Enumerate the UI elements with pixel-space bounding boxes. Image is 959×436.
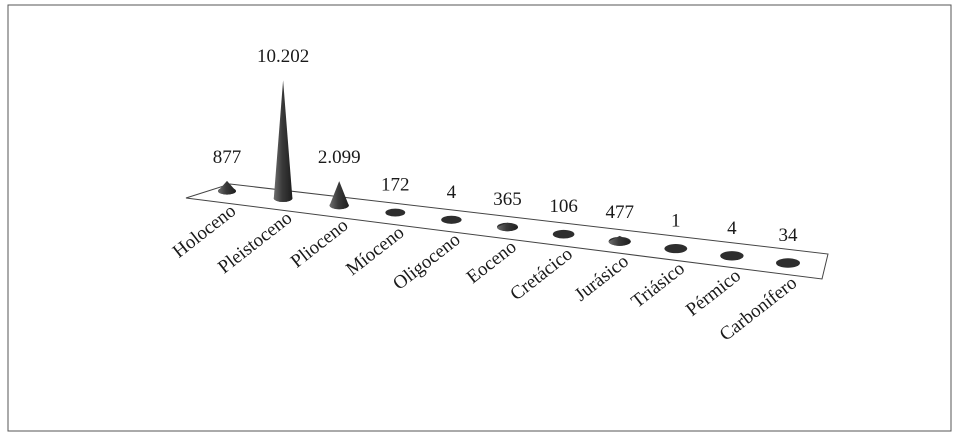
cone-base (664, 244, 688, 254)
value-label: 172 (381, 175, 410, 196)
cone-bar (497, 222, 518, 232)
cone-bar (329, 181, 349, 210)
value-label: 1 (671, 211, 681, 232)
value-label: 4 (727, 218, 737, 239)
cone-base (385, 208, 406, 217)
cone-base (776, 258, 800, 268)
value-label: 34 (779, 225, 799, 246)
cone-base (552, 229, 575, 239)
value-label: 877 (213, 147, 242, 168)
value-label: 106 (549, 196, 578, 217)
cone-base (720, 251, 744, 261)
cone-bar (608, 235, 631, 246)
cone-bar (273, 80, 293, 202)
value-label: 2.099 (318, 147, 361, 168)
value-label: 365 (493, 189, 522, 210)
value-label: 4 (447, 182, 457, 203)
cone-base (441, 215, 462, 224)
value-label: 10.202 (257, 46, 309, 67)
cone-bar (218, 180, 236, 195)
value-label: 477 (605, 202, 634, 223)
